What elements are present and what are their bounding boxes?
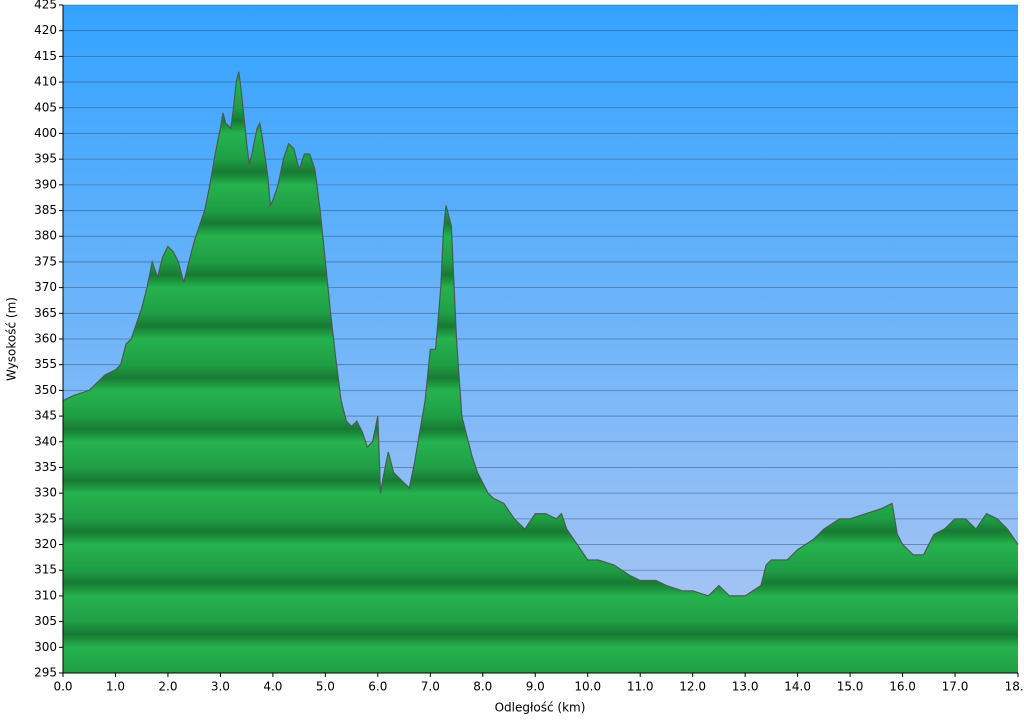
x-tick-label: 14.0 [784,680,811,694]
x-tick-label: 1.0 [106,680,125,694]
x-tick-label: 8.0 [473,680,492,694]
y-tick-label: 410 [34,75,57,89]
y-tick-label: 415 [34,49,57,63]
y-tick-label: 380 [34,229,57,243]
y-tick-label: 305 [34,614,57,628]
x-tick-label: 16.0 [889,680,916,694]
y-tick-label: 400 [34,126,57,140]
y-tick-label: 405 [34,100,57,114]
x-tick-label: 6.0 [368,680,387,694]
y-tick-label: 310 [34,588,57,602]
x-tick-label: 18.2 [1005,680,1024,694]
x-tick-label: 17.0 [942,680,969,694]
y-tick-label: 330 [34,486,57,500]
y-tick-label: 390 [34,177,57,191]
y-axis-label: Wysokość (m) [5,297,19,381]
y-tick-label: 355 [34,357,57,371]
y-tick-label: 375 [34,254,57,268]
y-tick-label: 295 [34,666,57,680]
elevation-area [63,71,1018,674]
x-tick-label: 7.0 [421,680,440,694]
x-axis-label: Odległość (km) [495,701,586,715]
x-tick-label: 11.0 [627,680,654,694]
y-tick-label: 365 [34,306,57,320]
y-tick-label: 350 [34,383,57,397]
x-tick-label: 5.0 [316,680,335,694]
y-tick-label: 340 [34,434,57,448]
y-tick-label: 385 [34,203,57,217]
x-tick-label: 9.0 [526,680,545,694]
y-tick-label: 395 [34,152,57,166]
x-tick-label: 3.0 [211,680,230,694]
y-tick-label: 370 [34,280,57,294]
x-tick-label: 13.0 [732,680,759,694]
x-tick-label: 4.0 [263,680,282,694]
elevation-line [62,71,1019,597]
y-tick-label: 345 [34,409,57,423]
y-tick-label: 335 [34,460,57,474]
x-tick-label: 15.0 [837,680,864,694]
x-tick-label: 10.0 [574,680,601,694]
x-tick-label: 0.0 [53,680,72,694]
x-tick-label: 12.0 [679,680,706,694]
y-tick-label: 325 [34,511,57,525]
y-tick-label: 320 [34,537,57,551]
y-tick-label: 360 [34,332,57,346]
y-tick-label: 420 [34,23,57,37]
y-tick-label: 300 [34,640,57,654]
y-tick-label: 425 [34,0,57,12]
y-tick-label: 315 [34,563,57,577]
x-tick-label: 2.0 [158,680,177,694]
